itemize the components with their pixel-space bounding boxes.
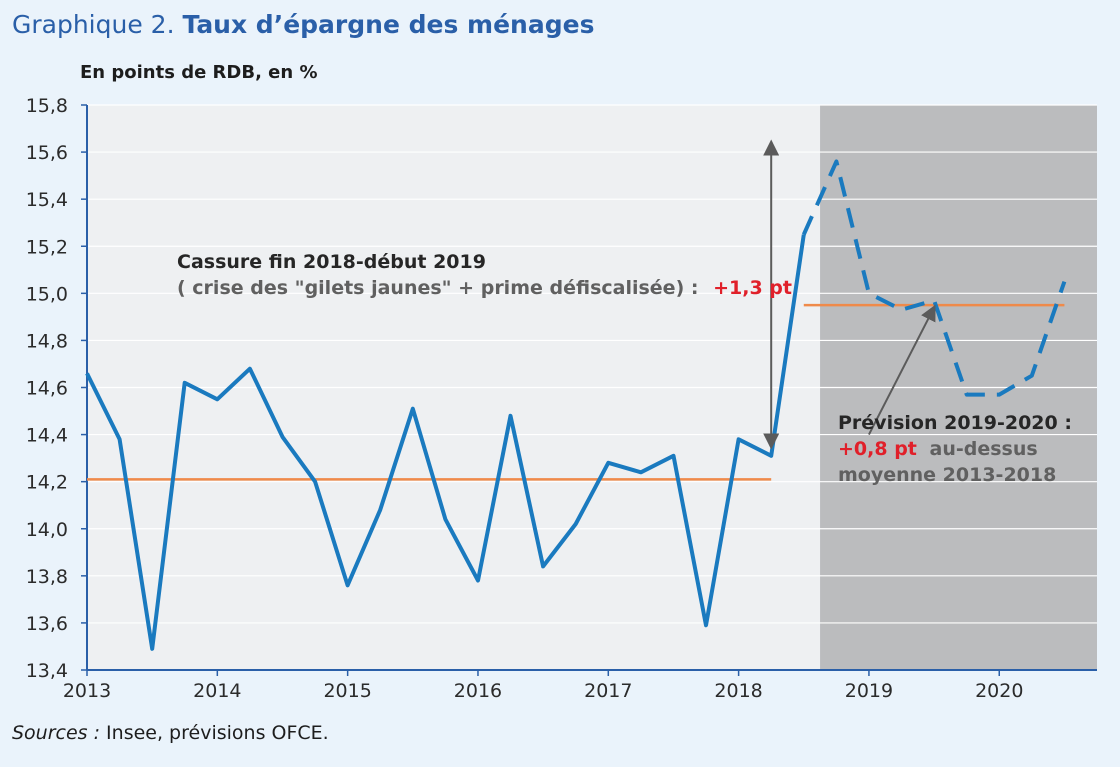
y-axis-unit-label: En points de RDB, en % xyxy=(80,62,318,83)
y-tick-label: 14,4 xyxy=(26,425,68,447)
x-tick-label: 2018 xyxy=(714,680,762,702)
x-tick-label: 2014 xyxy=(193,680,241,702)
annotation-break-detail: ( crise des "gilets jaunes" + prime défi… xyxy=(177,277,698,299)
chart-title-prefix: Graphique 2. xyxy=(12,10,175,39)
y-tick-label: 15,2 xyxy=(26,236,68,258)
x-tick-label: 2019 xyxy=(845,680,893,702)
y-tick-label: 13,8 xyxy=(26,566,68,588)
y-tick-label: 14,0 xyxy=(26,519,68,541)
y-tick-label: 15,4 xyxy=(26,189,68,211)
annotation-break-detail-line: ( crise des "gilets jaunes" + prime défi… xyxy=(177,277,792,299)
tick-labels: 13,4 13,6 13,8 14,0 14,2 14,4 14,6 14,8 15,0 15,2… xyxy=(26,95,1024,702)
annotation-forecast-value: +0,8 pt xyxy=(838,438,917,460)
axes xyxy=(81,104,1097,676)
y-tick-label: 14,8 xyxy=(26,330,68,352)
annotation-forecast-above: au-dessus xyxy=(930,438,1038,460)
y-tick-label: 13,4 xyxy=(26,660,68,682)
x-tick-label: 2020 xyxy=(975,680,1023,702)
annotation-forecast-title: Prévision 2019-2020 : xyxy=(838,412,1072,434)
annotation-break-value: +1,3 pt xyxy=(713,277,792,299)
observed-series-line xyxy=(85,234,806,651)
gridlines xyxy=(87,104,1097,624)
chart-title: Graphique 2. Taux d’épargne des ménages xyxy=(12,10,594,39)
chart-title-main: Taux d’épargne des ménages xyxy=(182,10,595,39)
x-tick-label: 2017 xyxy=(584,680,632,702)
y-tick-label: 15,0 xyxy=(26,283,68,305)
annotation-forecast-line3: moyenne 2013-2018 xyxy=(838,464,1056,486)
source-note: Sources : Insee, prévisions OFCE. xyxy=(12,722,329,744)
x-tick-label: 2013 xyxy=(63,680,111,702)
y-tick-label: 14,2 xyxy=(26,472,68,494)
annotation-forecast-line2: +0,8 pt au-dessus xyxy=(838,438,1038,460)
source-label: Sources : xyxy=(12,722,101,744)
y-tick-label: 13,6 xyxy=(26,613,68,635)
y-tick-label: 14,6 xyxy=(26,378,68,400)
x-tick-label: 2016 xyxy=(454,680,502,702)
series-lines xyxy=(85,159,1067,651)
x-tick-label: 2015 xyxy=(323,680,371,702)
y-tick-label: 15,6 xyxy=(26,142,68,164)
source-text: Insee, prévisions OFCE. xyxy=(100,722,329,744)
annotation-arrows xyxy=(763,139,936,450)
annotation-break-title: Cassure fin 2018-début 2019 xyxy=(177,251,486,273)
forecast-pointer-arrow xyxy=(868,304,936,436)
y-tick-label: 15,8 xyxy=(26,95,68,117)
